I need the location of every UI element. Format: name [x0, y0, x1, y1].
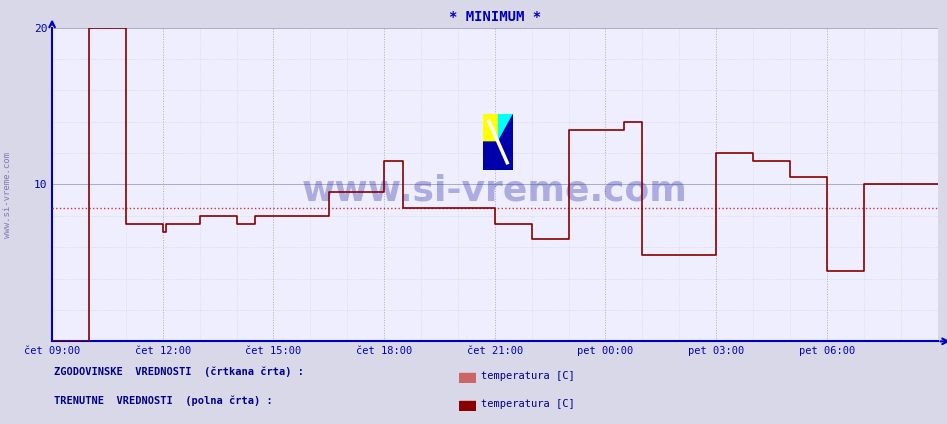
Polygon shape: [498, 114, 513, 142]
Title: * MINIMUM *: * MINIMUM *: [449, 10, 541, 24]
Text: ZGODOVINSKE  VREDNOSTI  (črtkana črta) :: ZGODOVINSKE VREDNOSTI (črtkana črta) :: [54, 367, 304, 377]
Text: temperatura [C]: temperatura [C]: [481, 371, 575, 382]
Bar: [459, 401, 476, 410]
Polygon shape: [483, 114, 498, 142]
Bar: [459, 373, 476, 382]
Text: www.si-vreme.com: www.si-vreme.com: [302, 174, 688, 208]
Text: TRENUTNE  VREDNOSTI  (polna črta) :: TRENUTNE VREDNOSTI (polna črta) :: [54, 395, 273, 406]
Text: temperatura [C]: temperatura [C]: [481, 399, 575, 410]
Text: www.si-vreme.com: www.si-vreme.com: [3, 152, 12, 238]
Polygon shape: [483, 114, 513, 170]
